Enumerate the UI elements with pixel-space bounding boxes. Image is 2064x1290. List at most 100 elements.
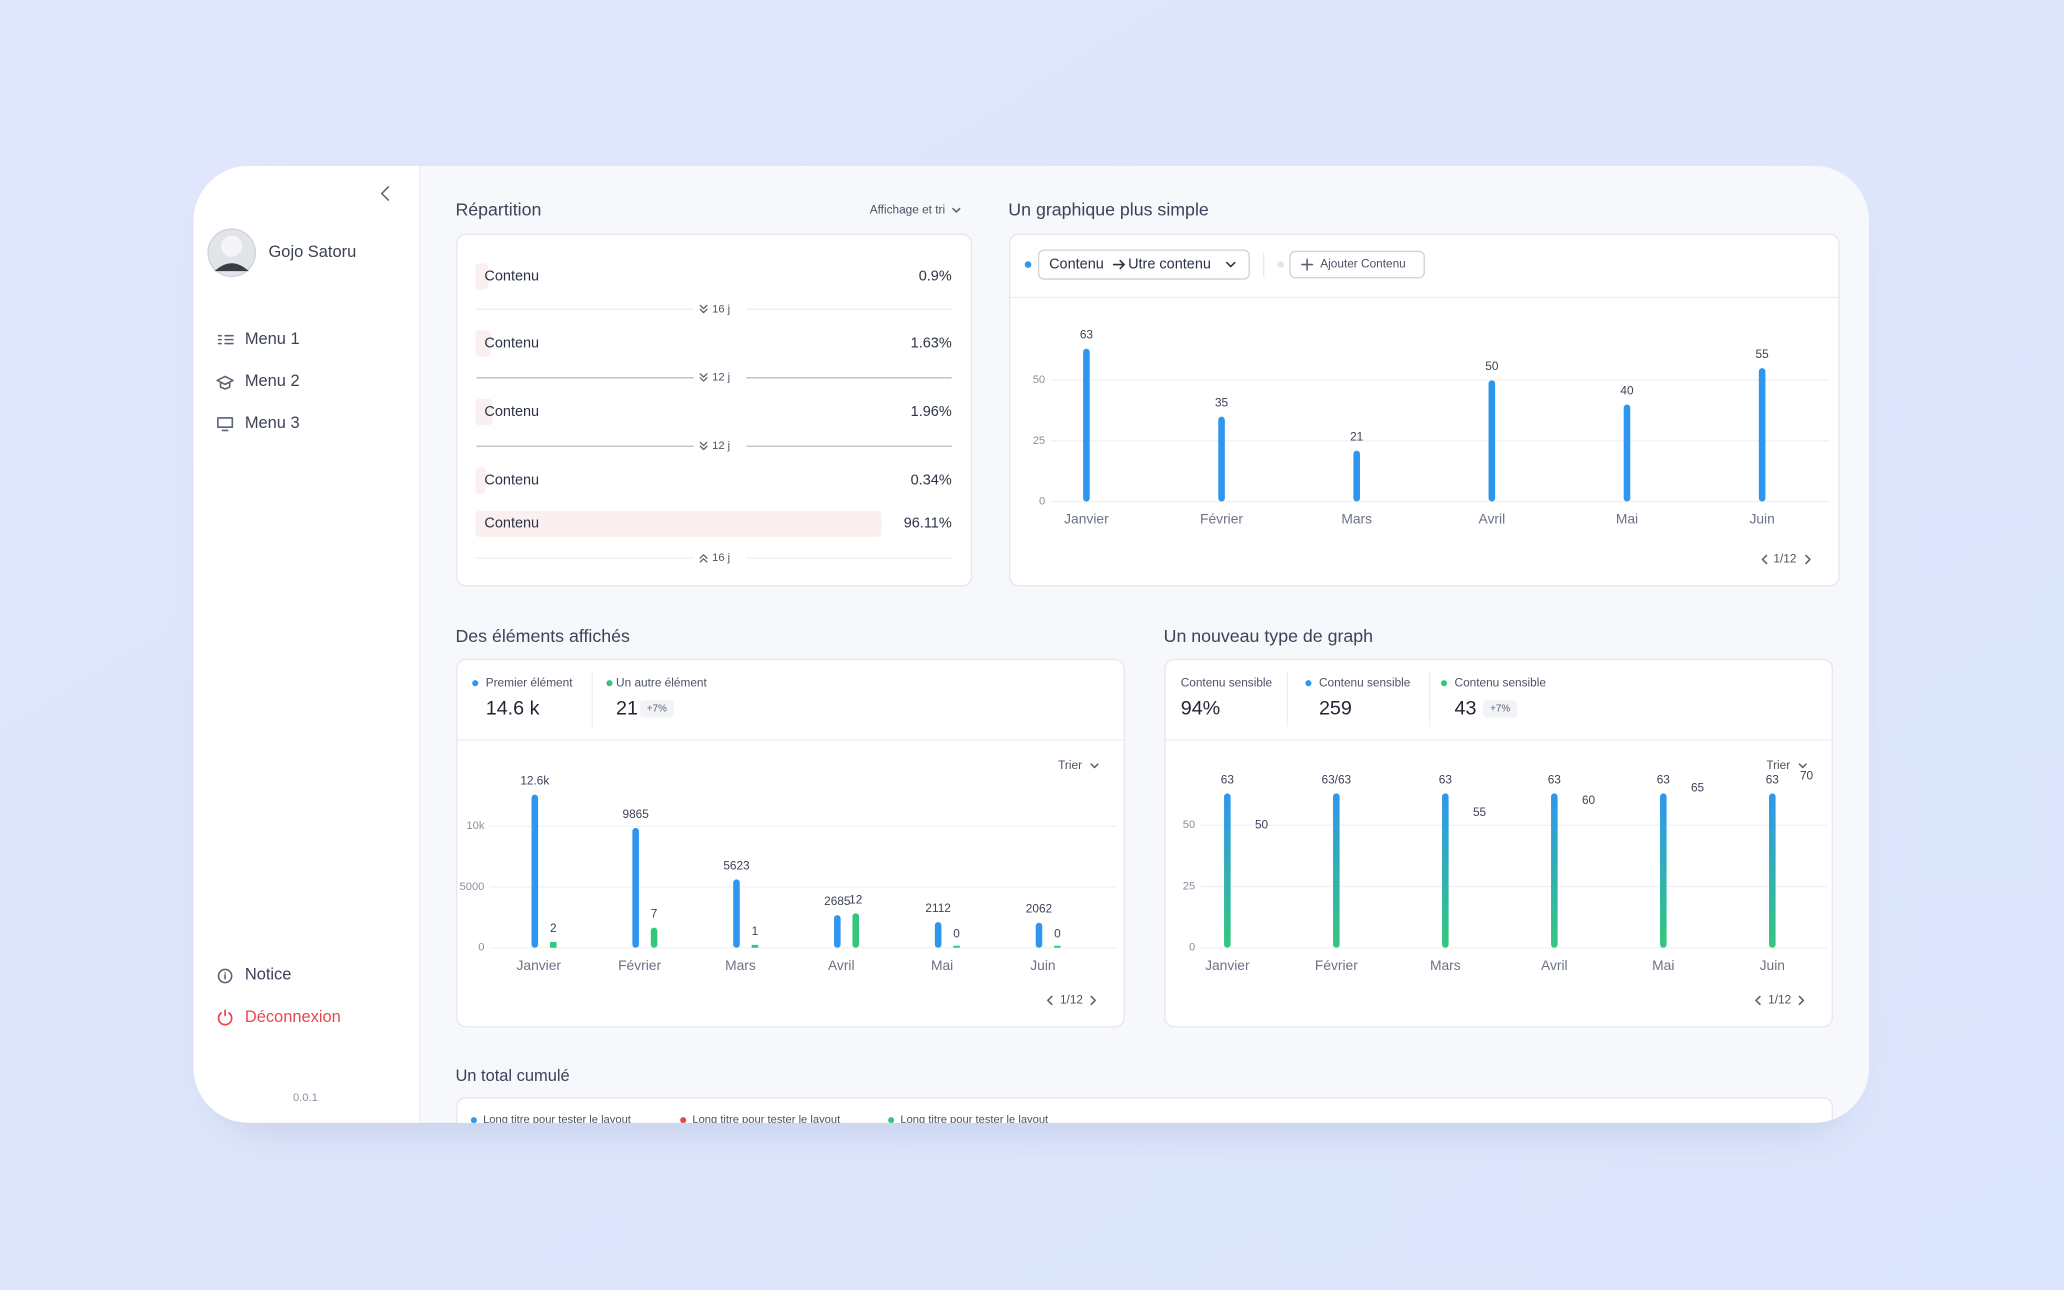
stat-value: 14.6 k xyxy=(486,698,540,720)
x-tick-label: Avril xyxy=(828,957,855,973)
section-title: Un nouveau type de graph xyxy=(1164,626,1373,646)
y-tick-label: 25 xyxy=(1183,880,1195,892)
legend-label: Long titre pour tester le layout xyxy=(692,1114,841,1126)
chevron xyxy=(1090,763,1099,769)
row-value: 0.9% xyxy=(919,268,952,284)
bar xyxy=(1218,416,1225,502)
bar xyxy=(531,794,539,948)
bar xyxy=(1333,793,1340,948)
pagination[interactable]: 1/12 xyxy=(1755,993,1805,1007)
bar xyxy=(1054,945,1061,948)
row-value: 0.34% xyxy=(911,472,952,488)
notice-icon xyxy=(217,968,233,984)
bar xyxy=(1083,348,1090,502)
bar xyxy=(852,913,860,948)
value-label: 0 xyxy=(1054,927,1061,941)
bar xyxy=(733,879,740,948)
legend-dot xyxy=(888,1117,895,1123)
bar xyxy=(1551,793,1558,948)
menu-1[interactable]: Menu 1 xyxy=(217,330,300,348)
x-tick-label: Mai xyxy=(931,957,953,973)
x-tick-label: Février xyxy=(1315,957,1358,973)
logout-icon xyxy=(217,1009,233,1026)
badge-text: +7% xyxy=(647,703,667,714)
menu-label: Menu 1 xyxy=(245,330,300,348)
gap-label: 16 j xyxy=(712,303,730,315)
pagination[interactable]: 1/12 xyxy=(1047,993,1096,1007)
page-indicator: 1/12 xyxy=(1773,552,1796,566)
share-bar xyxy=(475,510,882,538)
bar xyxy=(1224,793,1231,948)
pager-arrows xyxy=(1761,554,1811,565)
value-label: 70 xyxy=(1800,768,1814,782)
sort-dropdown[interactable]: Trier xyxy=(1766,758,1807,772)
x-tick-label: Avril xyxy=(1541,957,1568,973)
x-tick-label: Juin xyxy=(1030,957,1055,973)
x-tick-label: Février xyxy=(1200,511,1243,527)
menu-icon xyxy=(216,375,234,390)
repartition-list: Contenu 0.9% Contenu 1.63% Contenu 1.96% Conte… xyxy=(475,263,952,564)
bar xyxy=(1035,922,1043,948)
value-label: 12 xyxy=(849,892,862,906)
value-label: 63 xyxy=(1080,328,1094,342)
share-bar xyxy=(475,330,492,357)
sort-label: Trier xyxy=(1766,758,1790,772)
stat-label: Premier élément xyxy=(486,675,573,689)
bar xyxy=(1758,368,1766,502)
bar-chart: 0 25 50 Janvier Février Mars Avril Mai Juin 63 63/… xyxy=(1183,768,1828,973)
avatar-body xyxy=(214,263,249,272)
collapse-button[interactable] xyxy=(380,186,390,201)
gap-icon xyxy=(699,373,708,382)
value-label: 50 xyxy=(1485,359,1499,373)
chevron xyxy=(1226,261,1236,268)
gap-icon xyxy=(699,554,708,563)
x-tick-label: Mars xyxy=(1341,511,1372,527)
badge-text: +7% xyxy=(1490,703,1510,714)
sort-dropdown[interactable]: Trier xyxy=(1058,758,1099,772)
value-label: 63 xyxy=(1657,772,1671,786)
stat-value: 259 xyxy=(1319,698,1352,720)
legend: Long titre pour tester le layout Long tit… xyxy=(470,1114,1049,1126)
chevron xyxy=(1798,763,1807,769)
x-tick-label: Avril xyxy=(1479,511,1506,527)
menu-2[interactable]: Menu 2 xyxy=(216,372,300,390)
page-indicator: 1/12 xyxy=(1060,993,1083,1007)
bar xyxy=(751,944,759,948)
bar xyxy=(549,942,557,948)
sort-dropdown[interactable]: Affichage et tri xyxy=(870,203,961,217)
x-tick-label: Janvier xyxy=(517,957,562,973)
bar-chart: 0 25 50 Janvier Février Mars Avril Mai Juin 63 35 2… xyxy=(1033,328,1830,527)
logout[interactable]: Déconnexion xyxy=(217,1008,341,1026)
bar xyxy=(632,827,639,948)
chevron xyxy=(952,207,961,213)
share-bar xyxy=(475,398,493,426)
bar xyxy=(1660,793,1667,948)
menu-label: Menu 2 xyxy=(245,372,300,390)
row-label: Contenu xyxy=(484,268,539,284)
stat-label: Un autre élément xyxy=(616,675,707,689)
content-dropdown[interactable]: Contenu Utre contenu xyxy=(1037,249,1250,280)
notice-label: Notice xyxy=(245,966,292,984)
value-label: 5623 xyxy=(723,858,750,872)
x-tick-label: Février xyxy=(618,957,661,973)
row-value: 1.63% xyxy=(911,335,952,351)
pager-arrows xyxy=(1047,995,1096,1006)
card xyxy=(1008,233,1840,587)
stat-label: Contenu sensible xyxy=(1181,675,1273,689)
bar xyxy=(834,915,841,948)
x-tick-label: Mars xyxy=(1430,957,1461,973)
notice[interactable]: Notice xyxy=(217,966,292,984)
row-label: Contenu xyxy=(484,404,539,420)
menu-3[interactable]: Menu 3 xyxy=(217,414,300,432)
pagination[interactable]: 1/12 xyxy=(1761,552,1811,566)
y-tick-label: 50 xyxy=(1033,374,1045,386)
x-tick-label: Mai xyxy=(1652,957,1674,973)
value-label: 2 xyxy=(550,921,557,935)
add-button[interactable]: Ajouter Contenu xyxy=(1289,250,1425,279)
share-bar xyxy=(475,467,486,494)
sort-label: Trier xyxy=(1058,758,1082,772)
legend-dot xyxy=(472,680,479,687)
bar xyxy=(650,927,658,948)
y-tick-label: 0 xyxy=(478,942,484,954)
